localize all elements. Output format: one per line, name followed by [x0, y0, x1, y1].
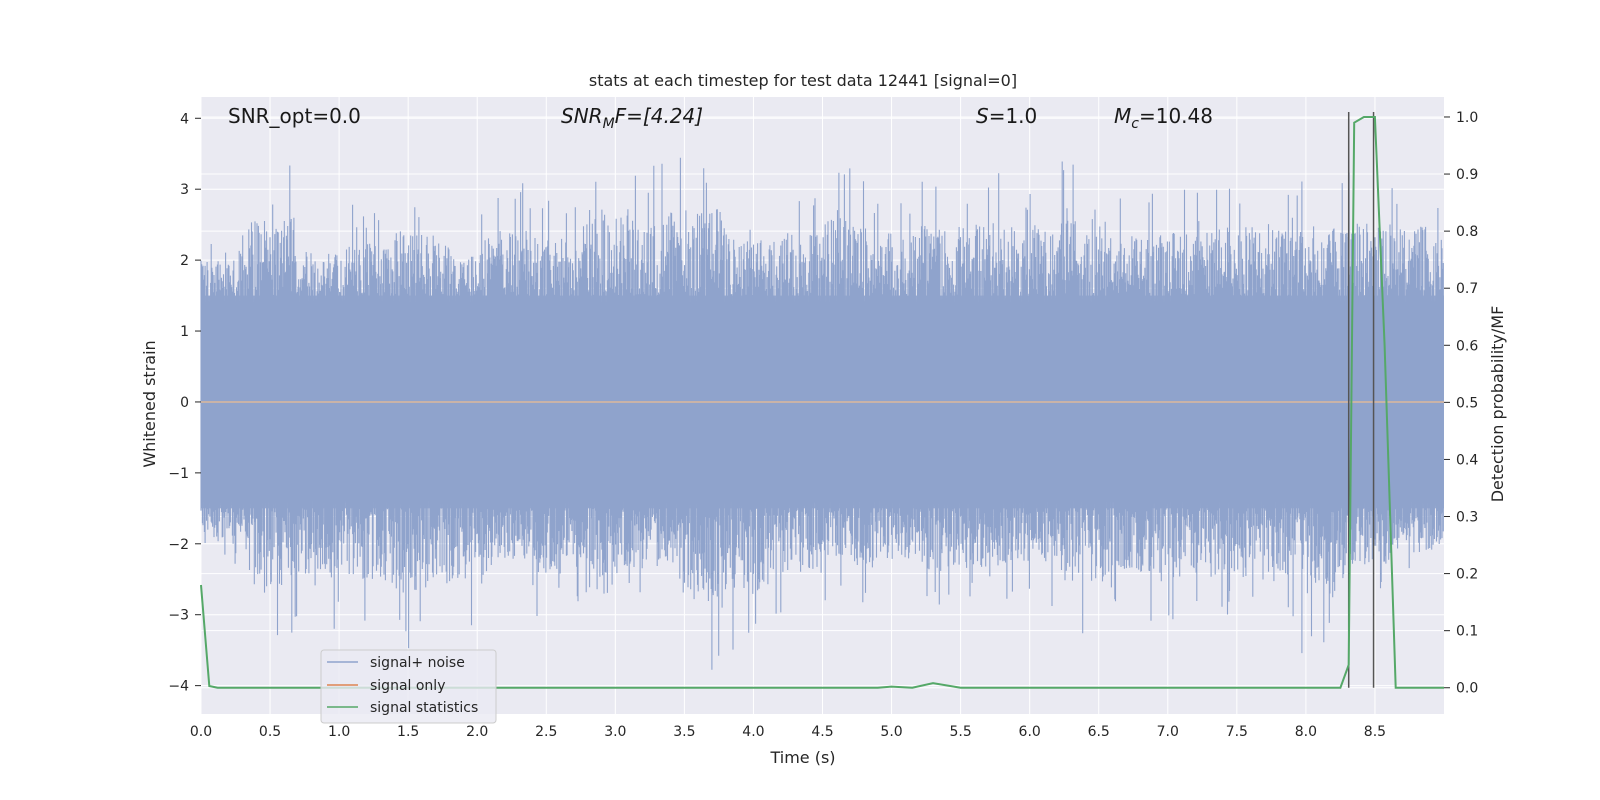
- legend-label-statistics: signal statistics: [370, 700, 478, 716]
- x-tick-label: 8.5: [1364, 724, 1386, 740]
- snr-mf-main: SNR: [561, 104, 603, 128]
- mc-sub: c: [1131, 116, 1139, 132]
- snr-mf-annotation: SNRMF=[4.24]: [561, 104, 703, 132]
- s-main: S: [976, 104, 989, 128]
- y2-tick-label: 0.2: [1456, 567, 1478, 583]
- y2-axis-label: Detection probability/MF: [1488, 306, 1507, 503]
- mc-main: M: [1114, 104, 1131, 128]
- y-tick-labels: 4 3 2 1 0 −1 −2 −3 −4: [168, 111, 201, 695]
- y2-tick-label: 0.8: [1456, 224, 1478, 240]
- y-tick-label: −3: [168, 608, 189, 624]
- x-tick-label: 2.0: [466, 724, 488, 740]
- snr-opt-annotation: SNR_opt=0.0: [228, 104, 361, 128]
- snr-mf-sub: M: [603, 116, 615, 132]
- x-tick-label: 7.5: [1226, 724, 1248, 740]
- y2-tick-label: 0.3: [1456, 510, 1478, 526]
- y2-tick-label: 0.9: [1456, 167, 1478, 183]
- x-tick-label: 0.0: [190, 724, 212, 740]
- s-annotation: S=1.0: [976, 104, 1037, 128]
- x-tick-label: 6.0: [1019, 724, 1041, 740]
- y2-tick-label: 0.0: [1456, 681, 1478, 697]
- x-tick-label: 5.0: [880, 724, 902, 740]
- mc-rest: =10.48: [1139, 104, 1213, 128]
- legend-box: [320, 649, 497, 724]
- y-tick-label: 4: [180, 111, 189, 127]
- y2-tick-label: 0.4: [1456, 452, 1478, 468]
- x-tick-labels: 0.0 0.5 1.0 1.5 2.0 2.5 3.0 3.5 4.0 4.5 5.0 5.5 6.0 6…: [190, 724, 1386, 740]
- legend: signal+ noise signal only signal statist…: [320, 649, 497, 724]
- x-tick-label: 7.0: [1157, 724, 1179, 740]
- chart-title: stats at each timestep for test data 124…: [589, 71, 1017, 90]
- legend-label-noise: signal+ noise: [370, 655, 465, 671]
- x-tick-label: 6.5: [1088, 724, 1110, 740]
- annotations: SNR_opt=0.0 SNRMF=[4.24] S=1.0 Mc=10.48: [228, 104, 1213, 132]
- y-tick-label: 0: [180, 395, 189, 411]
- y-tick-label: −2: [168, 537, 189, 553]
- x-tick-label: 0.5: [259, 724, 281, 740]
- x-tick-label: 2.5: [535, 724, 557, 740]
- x-tick-label: 8.0: [1295, 724, 1317, 740]
- y2-tick-label: 0.5: [1456, 395, 1478, 411]
- x-tick-label: 1.5: [397, 724, 419, 740]
- y-tick-label: 3: [180, 182, 189, 198]
- y-axis-label: Whitened strain: [140, 340, 159, 467]
- mc-annotation: Mc=10.48: [1114, 104, 1213, 132]
- x-tick-label: 3.0: [604, 724, 626, 740]
- x-tick-label: 1.0: [328, 724, 350, 740]
- y-tick-label: 2: [180, 253, 189, 269]
- snr-mf-rest: F=[4.24]: [615, 104, 703, 128]
- noise-trace: [200, 157, 1444, 670]
- x-tick-label: 5.5: [949, 724, 971, 740]
- legend-label-signal-only: signal only: [370, 678, 445, 694]
- y2-tick-label: 0.1: [1456, 624, 1478, 640]
- y2-tick-label: 1.0: [1456, 110, 1478, 126]
- y-tick-label: 1: [180, 324, 189, 340]
- y-tick-label: −4: [168, 679, 189, 695]
- x-tick-label: 3.5: [673, 724, 695, 740]
- x-tick-label: 4.5: [811, 724, 833, 740]
- x-tick-label: 4.0: [742, 724, 764, 740]
- y2-tick-label: 0.7: [1456, 281, 1478, 297]
- y-tick-label: −1: [168, 466, 189, 482]
- y2-tick-label: 0.6: [1456, 338, 1478, 354]
- y2-tick-labels: 1.0 0.9 0.8 0.7 0.6 0.5 0.4 0.3 0.2 0.1 0.0: [1444, 110, 1478, 697]
- x-axis-label: Time (s): [769, 748, 835, 767]
- s-rest: =1.0: [989, 104, 1038, 128]
